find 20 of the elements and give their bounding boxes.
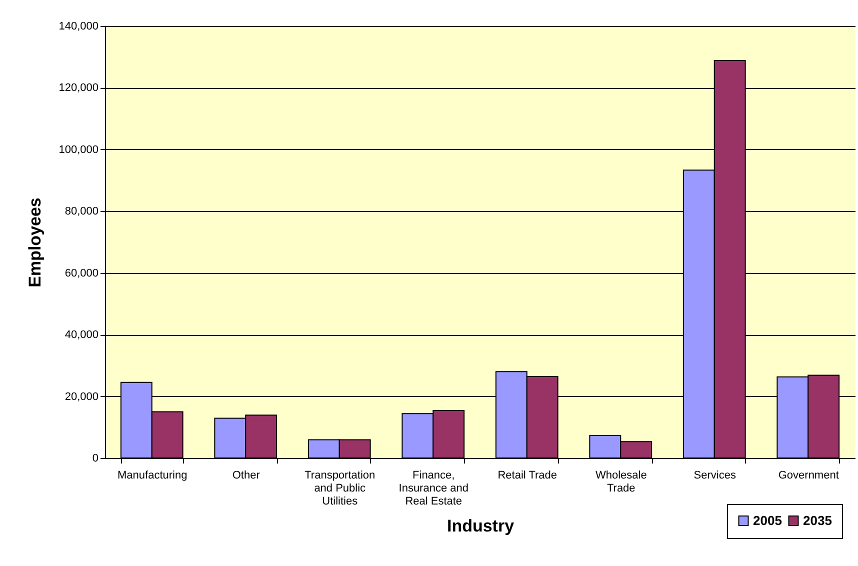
- x-tick-label: Other: [232, 470, 260, 482]
- x-tick-label: Transportation and Public Utilities: [304, 470, 376, 508]
- x-tick-label: Manufacturing: [118, 470, 188, 482]
- y-tick-label: 60,000: [64, 267, 98, 280]
- legend-label: 2005: [753, 512, 782, 528]
- y-tick-label: 80,000: [64, 206, 98, 218]
- y-tick-label: 120,000: [58, 82, 98, 94]
- x-tick-label: Finance, Insurance and Real Estate: [398, 470, 468, 508]
- x-axis-title: Industry: [446, 516, 515, 536]
- x-tick-label: Services: [694, 470, 736, 482]
- x-tick-label: Government: [778, 470, 839, 482]
- y-tick-label: 100,000: [58, 144, 98, 156]
- y-tick-label: 20,000: [64, 390, 98, 403]
- y-tick-label: 140,000: [58, 20, 98, 32]
- y-tick-label: 0: [92, 452, 98, 464]
- y-axis-title: Employees: [26, 198, 45, 288]
- x-tick-label: Retail Trade: [498, 470, 558, 482]
- y-tick-label: 40,000: [64, 329, 98, 342]
- x-tick-label: Wholesale Trade: [595, 470, 647, 494]
- legend-label: 2035: [803, 512, 832, 528]
